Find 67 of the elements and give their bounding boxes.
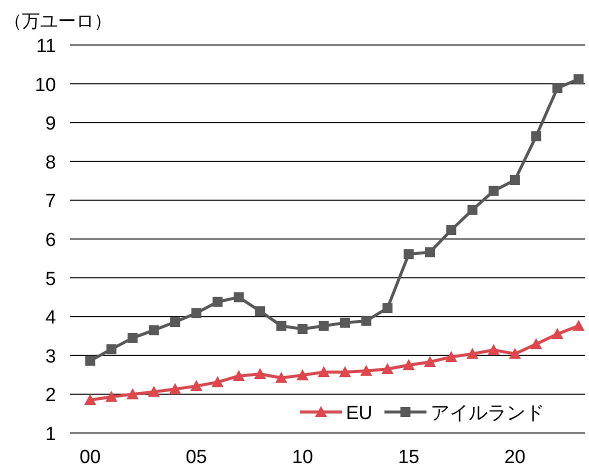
legend-label: EU (346, 403, 372, 424)
point (488, 186, 499, 196)
point (298, 324, 308, 334)
point (466, 348, 478, 359)
point (85, 356, 96, 366)
point (254, 368, 266, 380)
point (255, 306, 266, 316)
point (446, 225, 456, 236)
point (126, 388, 139, 400)
point (296, 369, 309, 380)
point (339, 366, 352, 378)
point (404, 249, 414, 260)
point (361, 316, 372, 326)
point (530, 338, 542, 350)
point (318, 320, 329, 331)
point (531, 131, 542, 142)
point (106, 344, 116, 354)
point (508, 348, 521, 359)
y-tick-label: 11 (36, 36, 56, 57)
point (360, 364, 372, 376)
point (510, 175, 520, 186)
point (551, 328, 564, 340)
point (488, 344, 500, 355)
point (234, 292, 244, 302)
x-tick-label: 10 (292, 447, 314, 468)
point (467, 204, 478, 215)
y-tick-label: 2 (45, 385, 56, 406)
x-tick-label: 15 (398, 447, 420, 468)
point (381, 362, 394, 374)
y-tick-label: 9 (45, 114, 56, 135)
point (170, 317, 180, 328)
y-tick-label: 1 (45, 424, 56, 445)
point (128, 332, 138, 343)
point (445, 350, 458, 362)
x-tick-label: 20 (504, 447, 526, 468)
y-tick-label: 6 (45, 230, 56, 251)
point (148, 386, 160, 397)
point (190, 380, 202, 392)
point (340, 318, 350, 328)
x-tick-label: 05 (186, 447, 207, 468)
point (552, 83, 562, 94)
point (574, 74, 584, 84)
point (402, 359, 415, 370)
point (169, 383, 182, 394)
y-axis-title: （万ユーロ） (4, 11, 112, 31)
point (424, 356, 436, 367)
y-tick-label: 5 (45, 268, 56, 290)
legend-label: アイルランド (430, 403, 544, 424)
y-tick-label: 3 (45, 346, 56, 368)
point (212, 376, 224, 388)
y-tick-label: 8 (45, 152, 56, 174)
point (212, 296, 223, 307)
point (424, 247, 435, 258)
y-tick-label: 7 (45, 191, 56, 212)
point (572, 320, 585, 331)
point (105, 390, 118, 402)
x-tick-label: 00 (80, 447, 101, 468)
point (84, 394, 96, 406)
point (382, 303, 392, 314)
point (318, 366, 330, 378)
point (148, 325, 159, 336)
y-tick-label: 10 (34, 74, 56, 96)
y-tick-label: 4 (45, 308, 56, 329)
point (191, 308, 202, 318)
point (232, 370, 245, 381)
point (275, 372, 288, 383)
point (276, 320, 286, 331)
